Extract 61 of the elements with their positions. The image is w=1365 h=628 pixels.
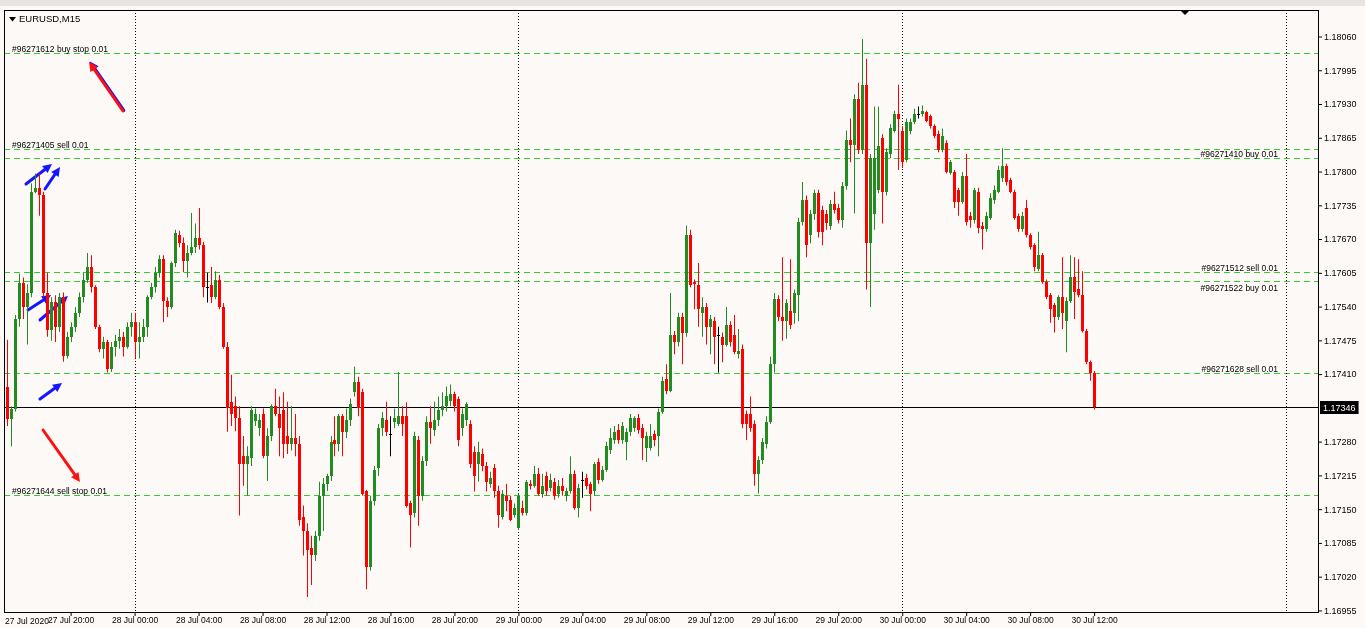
candlestick [737, 328, 740, 359]
candlestick [897, 84, 900, 170]
ref-line-label: #96271405 sell 0.01 [12, 139, 89, 150]
candlestick [701, 297, 704, 337]
candlestick [138, 322, 141, 359]
y-tick-label: 1.17995 [1324, 65, 1357, 76]
candlestick [581, 471, 584, 498]
y-tick-label: 1.17215 [1324, 470, 1357, 481]
y-tick-label: 1.17540 [1324, 301, 1357, 312]
x-tick-label: 30 Jul 04:00 [943, 615, 991, 626]
y-tick-label: 1.17670 [1324, 234, 1357, 245]
x-tick-label: 28 Jul 12:00 [303, 615, 351, 626]
candlestick [389, 416, 392, 457]
candlestick [781, 257, 784, 341]
candlestick [429, 406, 432, 444]
ref-line-label: #96271522 buy 0.01 [1200, 282, 1279, 293]
ref-line-label: #96271628 sell 0.01 [1201, 363, 1279, 374]
x-tick-label: 28 Jul 00:00 [111, 615, 159, 626]
x-tick-label: 27 Jul 20:00 [47, 615, 95, 626]
candlestick [917, 106, 920, 119]
x-tick-label: 28 Jul 08:00 [239, 615, 287, 626]
y-tick-label: 1.17410 [1324, 369, 1357, 380]
candlestick [397, 372, 400, 427]
candlestick [717, 326, 720, 373]
x-tick-label: 29 Jul 12:00 [687, 615, 735, 626]
y-tick-label: 1.17020 [1324, 572, 1357, 583]
ref-line-label: #96271612 buy stop 0.01 [12, 43, 109, 54]
y-tick-label: 1.17605 [1324, 268, 1357, 279]
x-tick-label: 28 Jul 04:00 [175, 615, 223, 626]
ref-line-label: #96271644 sell stop 0.01 [12, 485, 108, 496]
candlestick [849, 118, 852, 163]
text: 27 Jul 2020 [5, 616, 50, 626]
x-tick-label: 29 Jul 04:00 [559, 615, 607, 626]
y-tick-label: 1.18060 [1324, 31, 1357, 42]
y-tick-label: 1.17150 [1324, 504, 1357, 515]
y-tick-label: 1.17475 [1324, 335, 1357, 346]
y-tick-label: 1.17930 [1324, 99, 1357, 110]
x-tick-label: 30 Jul 12:00 [1071, 615, 1119, 626]
x-tick-label: 30 Jul 00:00 [879, 615, 927, 626]
candlestick [333, 416, 336, 457]
ref-line-label: #96271410 buy 0.01 [1200, 148, 1279, 159]
x-tick-label: 28 Jul 20:00 [431, 615, 479, 626]
ref-line-label: 1.17346 [1323, 402, 1356, 413]
candlestick [290, 406, 293, 451]
y-tick-label: 1.17735 [1324, 200, 1357, 211]
y-tick-label: 1.17280 [1324, 437, 1357, 448]
x-tick-label: 30 Jul 08:00 [1007, 615, 1055, 626]
x-tick-label: 28 Jul 16:00 [367, 615, 415, 626]
x-tick-label: 29 Jul 16:00 [751, 615, 799, 626]
candlestick [206, 272, 209, 303]
chart-title: EURUSD,M15 [19, 13, 81, 24]
x-tick-label: 29 Jul 08:00 [623, 615, 671, 626]
y-tick-label: 1.16955 [1324, 605, 1357, 616]
y-tick-label: 1.17085 [1324, 538, 1357, 549]
y-tick-label: 1.17865 [1324, 133, 1357, 144]
ref-line-label: #96271512 sell 0.01 [1201, 262, 1279, 273]
candlestick [294, 414, 297, 457]
x-tick-label: 29 Jul 20:00 [815, 615, 863, 626]
x-tick-label: 29 Jul 00:00 [495, 615, 543, 626]
y-tick-label: 1.17800 [1324, 166, 1357, 177]
candlestick [190, 213, 193, 256]
